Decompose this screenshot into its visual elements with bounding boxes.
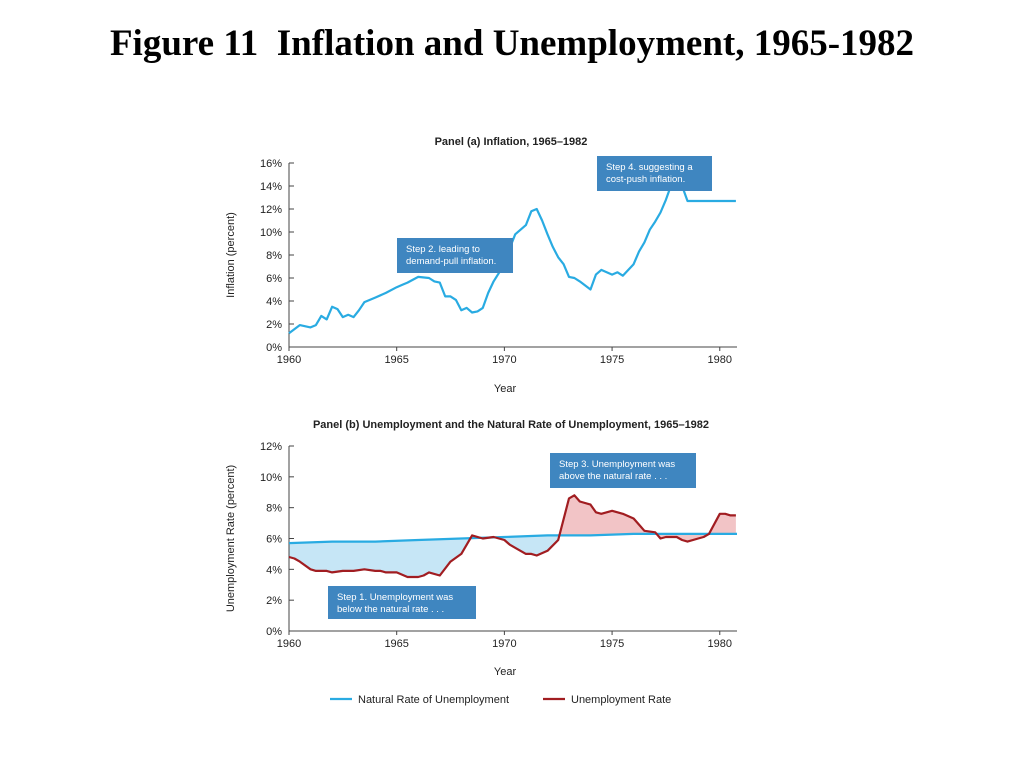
annotation-text: above the natural rate . . . [559,471,667,482]
y-tick-label: 6% [266,273,282,285]
x-tick-label: 1975 [600,354,624,366]
y-tick-label: 12% [260,441,282,453]
series-line-unemployment-rate [288,494,736,579]
panel-title: Panel (b) Unemployment and the Natural R… [313,419,709,431]
annotation-background [597,156,712,191]
legend-label: Unemployment Rate [571,694,671,706]
x-tick-label: 1965 [384,638,408,650]
x-tick-label: 1975 [600,638,624,650]
y-tick-label: 10% [260,227,282,239]
y-tick-label: 0% [266,342,282,354]
x-axis-label: Year [494,666,517,678]
x-tick-label: 1980 [708,354,732,366]
panel-b: Panel (b) Unemployment and the Natural R… [225,419,737,706]
y-tick-label: 4% [266,296,282,308]
annotation-background [328,586,476,619]
y-tick-label: 16% [260,158,282,170]
x-tick-label: 1960 [277,354,301,366]
x-axis-label: Year [494,383,517,395]
panel-title: Panel (a) Inflation, 1965–1982 [435,136,588,148]
y-tick-label: 12% [260,204,282,216]
below-natural-area [494,535,560,556]
x-tick-label: 1965 [384,354,408,366]
annotation-text: Step 3. Unemployment was [559,459,675,470]
y-tick-label: 2% [266,319,282,331]
annotation-text: below the natural rate . . . [337,604,444,615]
x-tick-label: 1980 [708,638,732,650]
x-tick-label: 1970 [492,638,516,650]
annotation-background [550,453,696,488]
annotation-text: demand-pull inflation. [406,256,496,267]
annotation-text: Step 1. Unemployment was [337,592,453,603]
slide-title: Figure 11 Inflation and Unemployment, 19… [109,23,915,64]
annotation-text: Step 4. suggesting a [606,162,693,173]
above-natural-area [559,495,657,536]
series-line-inflation [288,179,736,335]
below-natural-area [289,538,471,577]
x-tick-label: 1970 [492,354,516,366]
legend-label: Natural Rate of Unemployment [358,694,509,706]
y-axis-label: Inflation (percent) [225,212,237,298]
y-tick-label: 2% [266,595,282,607]
y-tick-label: 14% [260,181,282,193]
y-tick-label: 8% [266,250,282,262]
panel-a: Panel (a) Inflation, 1965–1982 0% 2% 4% 6% 8%… [225,136,737,395]
annotation-background [397,238,513,273]
annotation-text: cost-push inflation. [606,174,685,185]
annotation-text: Step 2. leading to [406,244,480,255]
y-tick-label: 8% [266,503,282,515]
y-axis-label: Unemployment Rate (percent) [225,465,237,612]
x-tick-label: 1960 [277,638,301,650]
y-tick-label: 10% [260,472,282,484]
y-tick-label: 4% [266,564,282,576]
y-tick-label: 6% [266,534,282,546]
y-tick-label: 0% [266,626,282,638]
legend: Natural Rate of Unemployment Unemployment… [330,694,671,706]
series-line-natural-rate-of-unemployment [288,532,737,545]
